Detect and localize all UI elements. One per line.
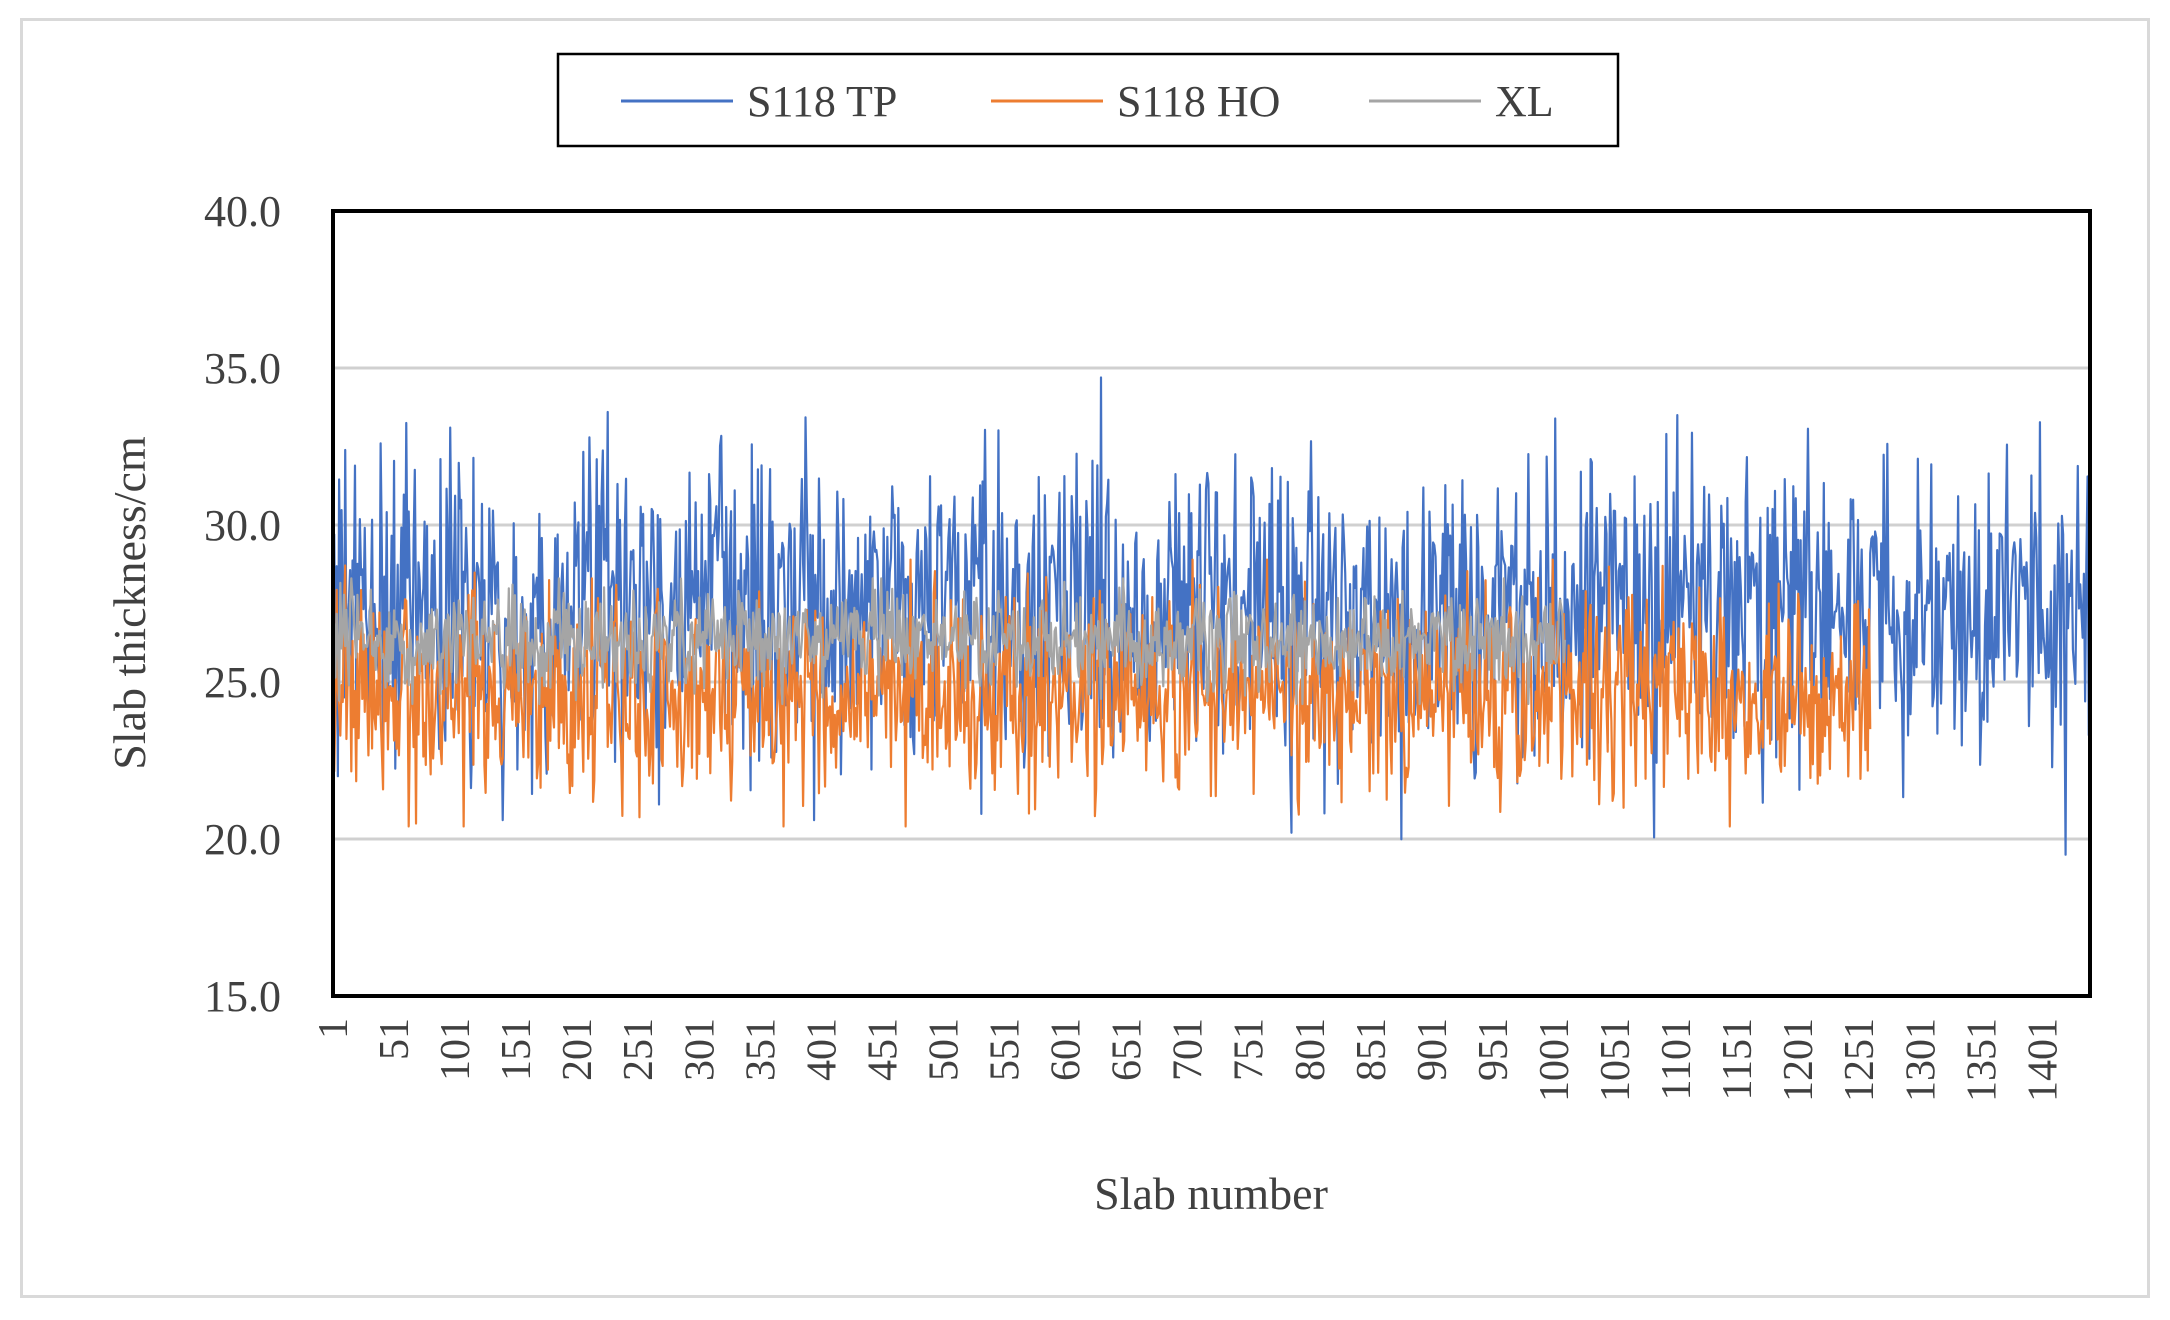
x-axis-title: Slab number: [1094, 1168, 1328, 1219]
y-tick-label: 35.0: [204, 344, 281, 393]
x-tick-label: 301: [677, 1018, 723, 1081]
x-tick-label: 1351: [1959, 1018, 2005, 1102]
y-axis-title: Slab thickness/cm: [104, 436, 155, 770]
x-tick-label: 101: [433, 1018, 479, 1081]
x-tick-label: 151: [494, 1018, 540, 1081]
x-tick-label: 401: [799, 1018, 845, 1081]
x-tick-label: 501: [921, 1018, 967, 1081]
y-tick-label: 40.0: [204, 187, 281, 236]
x-tick-label: 251: [616, 1018, 662, 1081]
chart-svg: 15.020.025.030.035.040.0 1 51 101 151 201 251…: [104, 52, 2092, 1219]
series-line-xl: [332, 577, 1567, 706]
legend-label-xl: XL: [1495, 77, 1554, 126]
x-tick-label: 201: [555, 1018, 601, 1081]
x-tick-label: 801: [1288, 1018, 1334, 1081]
legend-label-s118-tp: S118 TP: [747, 77, 897, 126]
x-tick-label: 1151: [1715, 1018, 1761, 1100]
legend-label-s118-ho: S118 HO: [1117, 77, 1280, 126]
series-line-s118-ho: [331, 558, 1872, 828]
x-tick-label: 1101: [1654, 1018, 1700, 1100]
x-tick-label: 1401: [2020, 1018, 2066, 1102]
x-tick-label: 1301: [1898, 1018, 1944, 1102]
x-tick-label: 601: [1044, 1018, 1090, 1081]
y-tick-label: 30.0: [204, 501, 281, 550]
y-tick-label: 20.0: [204, 815, 281, 864]
x-tick-label: 51: [372, 1018, 418, 1060]
x-tick-label: 551: [983, 1018, 1029, 1081]
x-tick-label: 1251: [1837, 1018, 1883, 1102]
y-tick-label: 15.0: [204, 972, 281, 1021]
x-tick-label: 751: [1227, 1018, 1273, 1081]
chart-frame: 15.0 20.0 25.0 30.0 35.0 40.0 1 51 101 151 201 251…: [20, 18, 2150, 1298]
x-tick-label: 1001: [1532, 1018, 1578, 1102]
x-tick-label: 1: [311, 1018, 357, 1039]
x-tick-label: 351: [738, 1018, 784, 1081]
x-tick-label: 451: [860, 1018, 906, 1081]
series-line-s118-tp: [331, 376, 2092, 856]
x-tick-label: 701: [1166, 1018, 1212, 1081]
y-tick-label: 25.0: [204, 658, 281, 707]
legend: S118 TP S118 HO XL: [556, 52, 1620, 148]
x-tick-label: 951: [1471, 1018, 1517, 1081]
x-tick-label: 901: [1410, 1018, 1456, 1081]
x-tick-label: 851: [1349, 1018, 1395, 1081]
plot-area-border: [331, 209, 2092, 998]
x-tick-label: 651: [1105, 1018, 1151, 1081]
x-tick-label: 1051: [1593, 1018, 1639, 1102]
x-tick-label: 1201: [1776, 1018, 1822, 1102]
